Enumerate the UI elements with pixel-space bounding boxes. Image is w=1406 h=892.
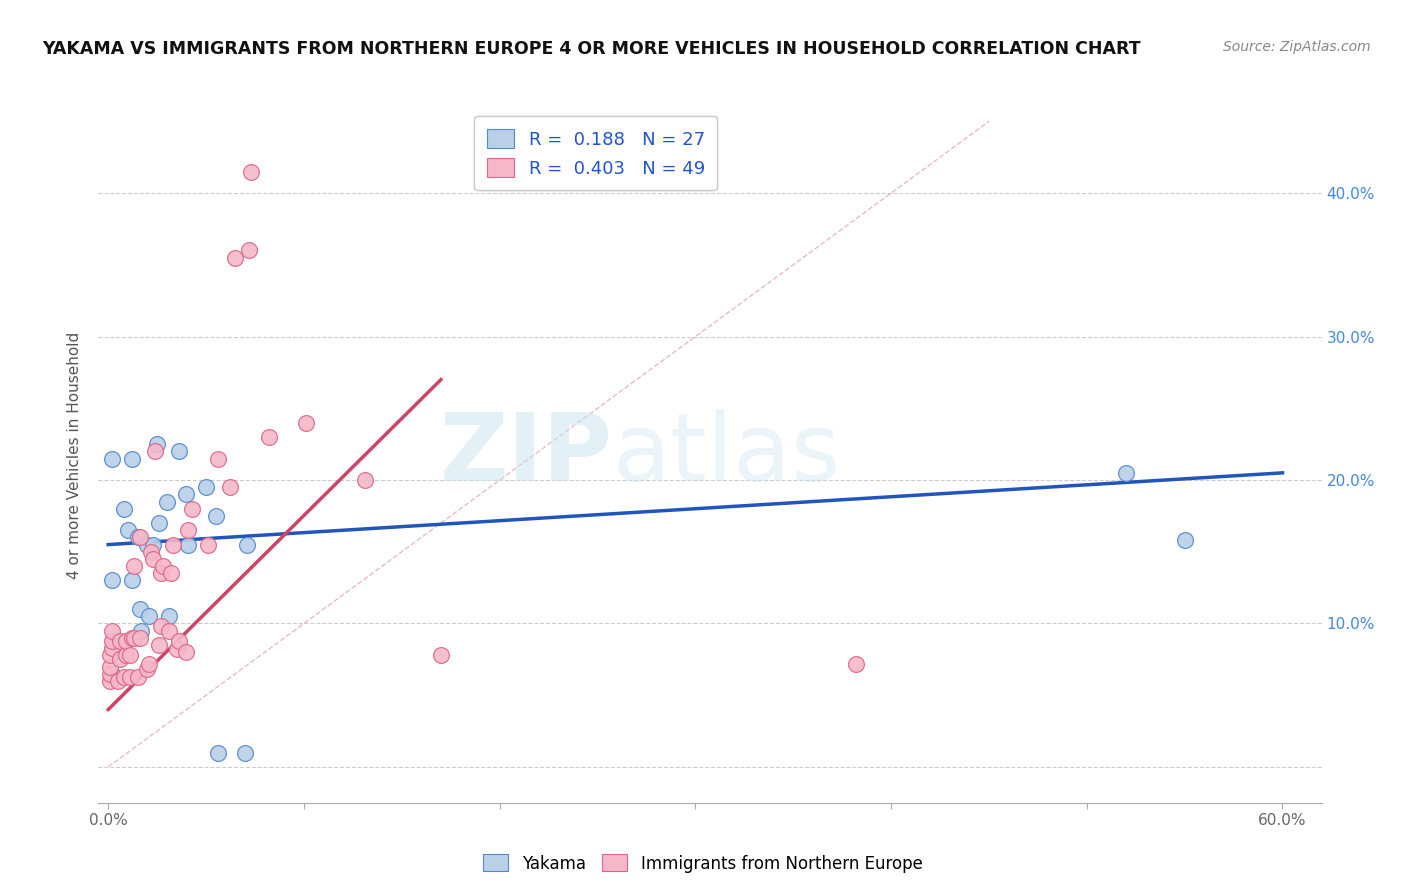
- Point: [108, 652, 131, 666]
- Point: [117, 523, 139, 537]
- Point: [1115, 466, 1137, 480]
- Point: [114, 633, 136, 648]
- Point: [233, 746, 256, 760]
- Point: [236, 538, 259, 552]
- Point: [141, 545, 163, 559]
- Point: [157, 624, 180, 638]
- Point: [148, 638, 170, 652]
- Point: [118, 648, 141, 662]
- Point: [177, 538, 200, 552]
- Point: [128, 602, 150, 616]
- Point: [162, 538, 184, 552]
- Point: [101, 624, 124, 638]
- Point: [167, 444, 190, 458]
- Point: [121, 631, 143, 645]
- Point: [112, 669, 135, 683]
- Point: [157, 609, 180, 624]
- Point: [353, 473, 375, 487]
- Point: [207, 746, 229, 760]
- Point: [101, 640, 124, 655]
- Point: [845, 657, 868, 671]
- Point: [101, 574, 124, 588]
- Point: [138, 657, 160, 671]
- Text: Source: ZipAtlas.com: Source: ZipAtlas.com: [1223, 40, 1371, 54]
- Point: [430, 648, 453, 662]
- Point: [107, 673, 129, 688]
- Legend: R =  0.188   N = 27, R =  0.403   N = 49: R = 0.188 N = 27, R = 0.403 N = 49: [474, 116, 717, 190]
- Point: [167, 633, 190, 648]
- Point: [195, 480, 218, 494]
- Point: [98, 659, 121, 673]
- Point: [112, 501, 135, 516]
- Point: [98, 648, 121, 662]
- Legend: Yakama, Immigrants from Northern Europe: Yakama, Immigrants from Northern Europe: [477, 847, 929, 880]
- Point: [205, 508, 228, 523]
- Text: atlas: atlas: [612, 409, 841, 501]
- Point: [136, 538, 159, 552]
- Point: [136, 662, 159, 676]
- Point: [131, 624, 153, 638]
- Point: [176, 487, 198, 501]
- Point: [108, 633, 131, 648]
- Point: [101, 666, 124, 681]
- Point: [156, 494, 179, 508]
- Point: [122, 559, 145, 574]
- Point: [295, 416, 318, 430]
- Point: [98, 666, 121, 681]
- Point: [207, 451, 229, 466]
- Point: [128, 631, 150, 645]
- Point: [150, 619, 173, 633]
- Point: [1174, 533, 1197, 548]
- Point: [148, 516, 170, 530]
- Point: [121, 451, 143, 466]
- Point: [127, 530, 149, 544]
- Text: YAKAMA VS IMMIGRANTS FROM NORTHERN EUROPE 4 OR MORE VEHICLES IN HOUSEHOLD CORREL: YAKAMA VS IMMIGRANTS FROM NORTHERN EUROP…: [42, 40, 1140, 58]
- Point: [101, 451, 124, 466]
- Point: [166, 642, 188, 657]
- Point: [146, 437, 169, 451]
- Point: [114, 648, 136, 662]
- Point: [138, 609, 160, 624]
- Point: [143, 444, 166, 458]
- Point: [142, 552, 165, 566]
- Point: [160, 566, 183, 581]
- Point: [122, 631, 145, 645]
- Point: [101, 633, 124, 648]
- Point: [176, 645, 198, 659]
- Point: [128, 530, 150, 544]
- Point: [127, 669, 149, 683]
- Point: [152, 559, 174, 574]
- Point: [181, 501, 204, 516]
- Point: [177, 523, 200, 537]
- Point: [218, 480, 240, 494]
- Point: [142, 538, 165, 552]
- Point: [150, 566, 173, 581]
- Point: [98, 673, 121, 688]
- Y-axis label: 4 or more Vehicles in Household: 4 or more Vehicles in Household: [67, 331, 83, 579]
- Text: ZIP: ZIP: [439, 409, 612, 501]
- Point: [224, 251, 246, 265]
- Point: [118, 669, 141, 683]
- Point: [240, 164, 263, 178]
- Point: [257, 430, 280, 444]
- Point: [238, 244, 260, 258]
- Point: [121, 574, 143, 588]
- Point: [197, 538, 219, 552]
